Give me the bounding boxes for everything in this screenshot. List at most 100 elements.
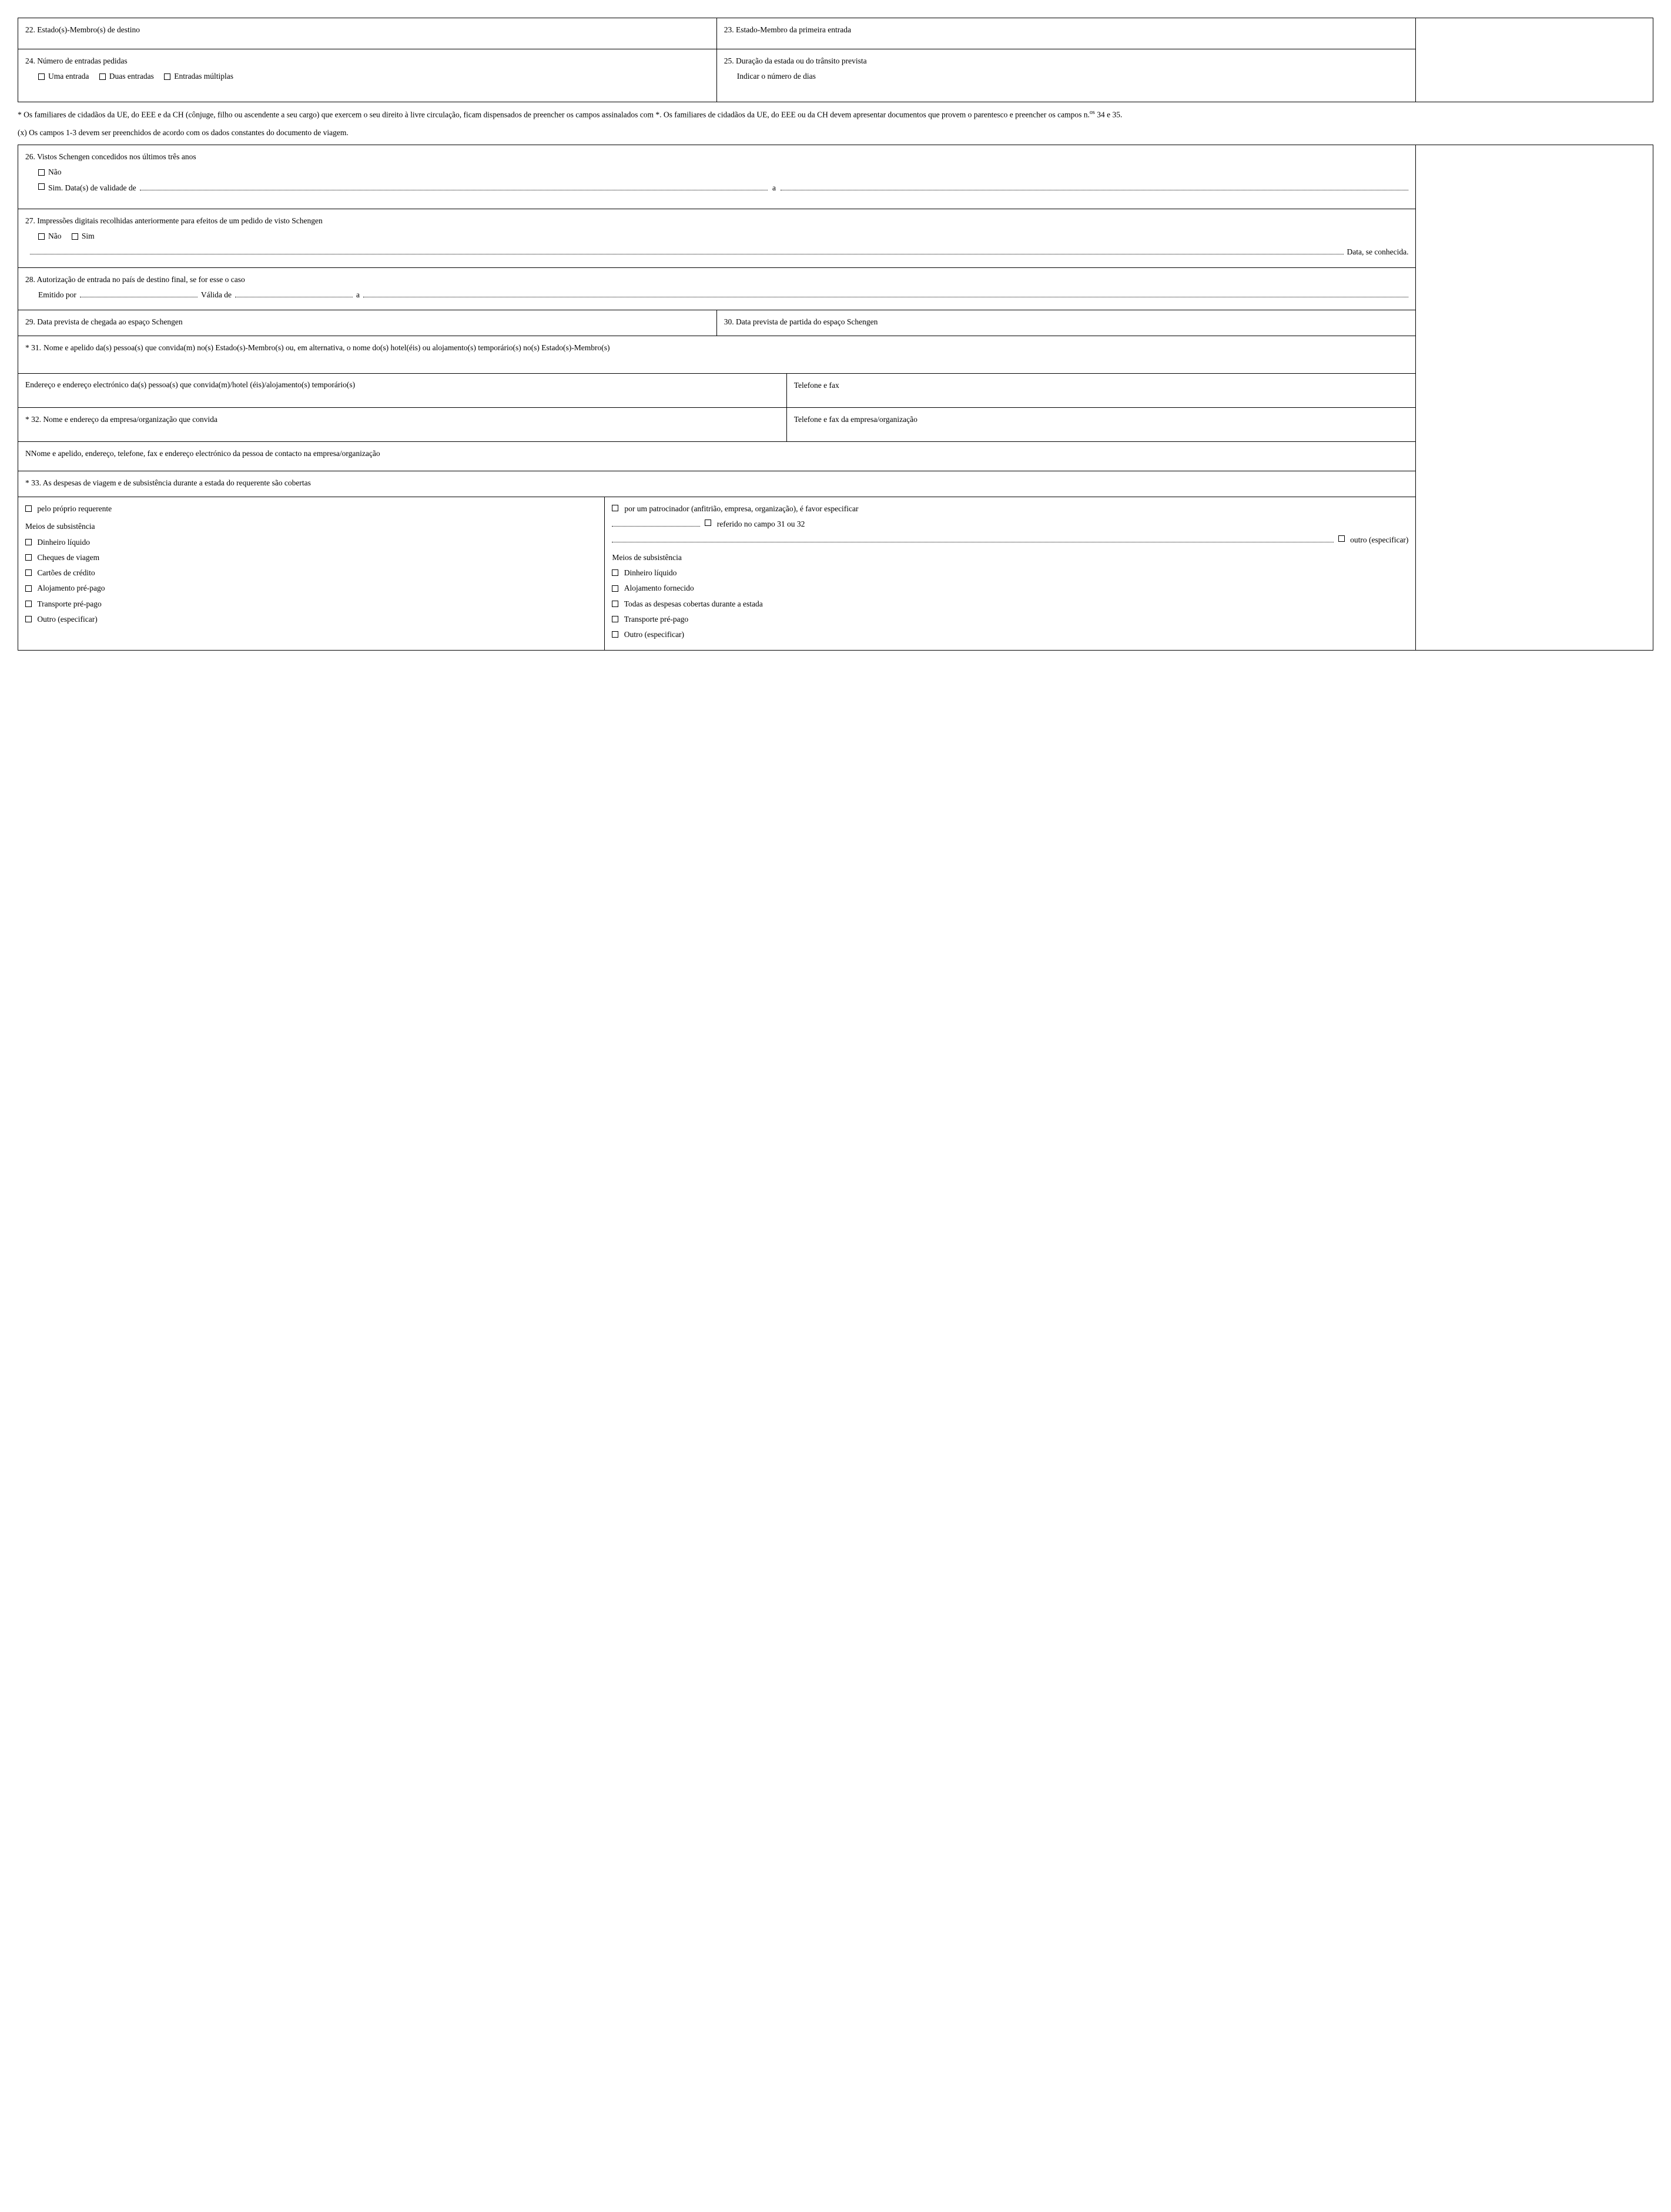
- f32-tel-label: Telefone e fax da empresa/organização: [794, 415, 917, 424]
- field-33-right: por um patrocinador (anfitrião, empresa,…: [605, 497, 1416, 651]
- checkbox-one-entry[interactable]: [38, 73, 45, 80]
- field-29-label: 29. Data prevista de chegada ao espaço S…: [25, 317, 183, 326]
- checkbox-33-self[interactable]: [25, 505, 32, 512]
- opt-26-yes: Sim. Data(s) de validade de: [48, 182, 136, 194]
- field-27: 27. Impressões digitais recolhidas anter…: [18, 209, 1416, 268]
- cb-all-covered[interactable]: [612, 601, 618, 607]
- line-27-date[interactable]: [30, 247, 1344, 254]
- cb-cash-l[interactable]: [25, 539, 32, 545]
- opt-cash-r: Dinheiro líquido: [624, 568, 677, 577]
- field-27-label: 27. Impressões digitais recolhidas anter…: [25, 215, 1408, 227]
- field-25-sub: Indicar o número de dias: [737, 71, 1409, 82]
- note-star-suffix: 34 e 35.: [1095, 110, 1123, 119]
- field-25-label: 25. Duração da estada ou do trânsito pre…: [724, 55, 1409, 67]
- line-28-to[interactable]: [363, 290, 1408, 297]
- note-star: * Os familiares de cidadãos da UE, do EE…: [18, 108, 1653, 121]
- opt-multi-entries: Entradas múltiplas: [174, 72, 233, 81]
- cb-other-l[interactable]: [25, 616, 32, 622]
- field-22-label: 22. Estado(s)-Membro(s) de destino: [25, 25, 140, 34]
- row-29-30: 29. Data prevista de chegada ao espaço S…: [18, 310, 1416, 336]
- field-33: * 33. As despesas de viagem e de subsist…: [18, 471, 1416, 497]
- cb-cash-r[interactable]: [612, 569, 618, 576]
- f31-addr-label: Endereço e endereço electrónico da(s) pe…: [25, 380, 355, 389]
- cb-prepaid-accom[interactable]: [25, 585, 32, 592]
- checkbox-33-sponsor[interactable]: [612, 505, 618, 511]
- field-26: 26. Vistos Schengen concedidos nos últim…: [18, 145, 1416, 209]
- field-30: 30. Data prevista de partida do espaço S…: [717, 310, 1417, 336]
- cb-33-other-spec[interactable]: [1338, 535, 1345, 542]
- cb-prepaid-transport-r[interactable]: [612, 616, 618, 622]
- opt-33-ref: referido no campo 31 ou 32: [717, 518, 805, 530]
- opt-all-covered: Todas as despesas cobertas durante a est…: [624, 599, 763, 608]
- opt-accom-provided: Alojamento fornecido: [624, 584, 694, 592]
- field-32-tel: Telefone e fax da empresa/organização: [787, 408, 1417, 442]
- line-28-from[interactable]: [235, 290, 353, 297]
- cb-prepaid-transport-l[interactable]: [25, 601, 32, 607]
- field-23-label: 23. Estado-Membro da primeira entrada: [724, 25, 851, 34]
- row-31-sub: Endereço e endereço electrónico da(s) pe…: [18, 374, 1416, 408]
- opt-26-no: Não: [48, 167, 62, 176]
- field-29: 29. Data prevista de chegada ao espaço S…: [18, 310, 717, 336]
- checkbox-two-entries[interactable]: [99, 73, 106, 80]
- opt-one-entry: Uma entrada: [48, 72, 89, 81]
- subsist-right-header: Meios de subsistência: [612, 552, 1408, 564]
- line-26-to[interactable]: [781, 183, 1408, 190]
- row-32: * 32. Nome e endereço da empresa/organiz…: [18, 408, 1416, 442]
- field-31-tel: Telefone e fax: [787, 374, 1417, 408]
- field-24-label: 24. Número de entradas pedidas: [25, 55, 709, 67]
- f27-date-label: Data, se conhecida.: [1347, 246, 1409, 258]
- note-x: (x) Os campos 1-3 devem ser preenchidos …: [18, 127, 1653, 139]
- f28-a: a: [356, 289, 360, 301]
- main-block: 26. Vistos Schengen concedidos nos últim…: [18, 145, 1653, 651]
- subsist-left-header: Meios de subsistência: [25, 521, 597, 532]
- opt-other-r: Outro (especificar): [624, 630, 684, 639]
- visa-form: 22. Estado(s)-Membro(s) de destino 23. E…: [18, 18, 1653, 651]
- cb-credit[interactable]: [25, 569, 32, 576]
- opt-credit: Cartões de crédito: [37, 568, 95, 577]
- line-33-other[interactable]: [612, 535, 1333, 542]
- f26-a: a: [772, 182, 776, 194]
- opt-27-yes: Sim: [82, 232, 95, 240]
- f31-tel-label: Telefone e fax: [794, 381, 839, 390]
- line-28-issued[interactable]: [80, 290, 197, 297]
- checkbox-27-yes[interactable]: [72, 233, 78, 240]
- line-33-ref[interactable]: [612, 520, 700, 527]
- f32-contact-label: NNome e apelido, endereço, telefone, fax…: [25, 449, 380, 458]
- row-22-23: 22. Estado(s)-Membro(s) de destino 23. E…: [18, 18, 1653, 49]
- checkbox-26-yes[interactable]: [38, 183, 45, 190]
- field-23: 23. Estado-Membro da primeira entrada: [717, 18, 1417, 49]
- field-26-label: 26. Vistos Schengen concedidos nos últim…: [25, 151, 1408, 163]
- line-26-from[interactable]: [140, 183, 768, 190]
- field-30-label: 30. Data prevista de partida do espaço S…: [724, 317, 878, 326]
- opt-27-no: Não: [48, 232, 62, 240]
- opt-prepaid-transport-l: Transporte pré-pago: [37, 599, 101, 608]
- sidebar-top: [1416, 18, 1653, 49]
- opt-cheques: Cheques de viagem: [37, 553, 99, 562]
- cb-cheques[interactable]: [25, 554, 32, 561]
- opt-other-l: Outro (especificar): [37, 615, 97, 624]
- checkbox-26-no[interactable]: [38, 169, 45, 176]
- cb-33-ref[interactable]: [705, 520, 711, 526]
- field-32: * 32. Nome e endereço da empresa/organiz…: [18, 408, 787, 442]
- opt-prepaid-accom: Alojamento pré-pago: [37, 584, 105, 592]
- checkbox-27-no[interactable]: [38, 233, 45, 240]
- cb-accom-provided[interactable]: [612, 585, 618, 592]
- field-25: 25. Duração da estada ou do trânsito pre…: [717, 49, 1417, 102]
- opt-33-self: pelo próprio requerente: [37, 504, 112, 513]
- field-32-label: * 32. Nome e endereço da empresa/organiz…: [25, 415, 217, 424]
- field-31-addr: Endereço e endereço electrónico da(s) pe…: [18, 374, 787, 408]
- sidebar-top-2: [1416, 49, 1653, 102]
- opt-33-sponsor: por um patrocinador (anfitrião, empresa,…: [624, 503, 858, 515]
- f28-issued: Emitido por: [38, 289, 76, 301]
- field-28-label: 28. Autorização de entrada no país de de…: [25, 274, 1408, 286]
- opt-prepaid-transport-r: Transporte pré-pago: [624, 615, 688, 624]
- note-star-prefix: * Os familiares de cidadãos da UE, do EE…: [18, 110, 1090, 119]
- field-32-contact: NNome e apelido, endereço, telefone, fax…: [18, 442, 1416, 471]
- checkbox-multi-entries[interactable]: [164, 73, 170, 80]
- field-31: * 31. Nome e apelido da(s) pessoa(s) que…: [18, 336, 1416, 374]
- field-28: 28. Autorização de entrada no país de de…: [18, 268, 1416, 310]
- opt-two-entries: Duas entradas: [109, 72, 154, 81]
- cb-other-r[interactable]: [612, 631, 618, 638]
- field-22: 22. Estado(s)-Membro(s) de destino: [18, 18, 717, 49]
- f28-valid: Válida de: [201, 289, 232, 301]
